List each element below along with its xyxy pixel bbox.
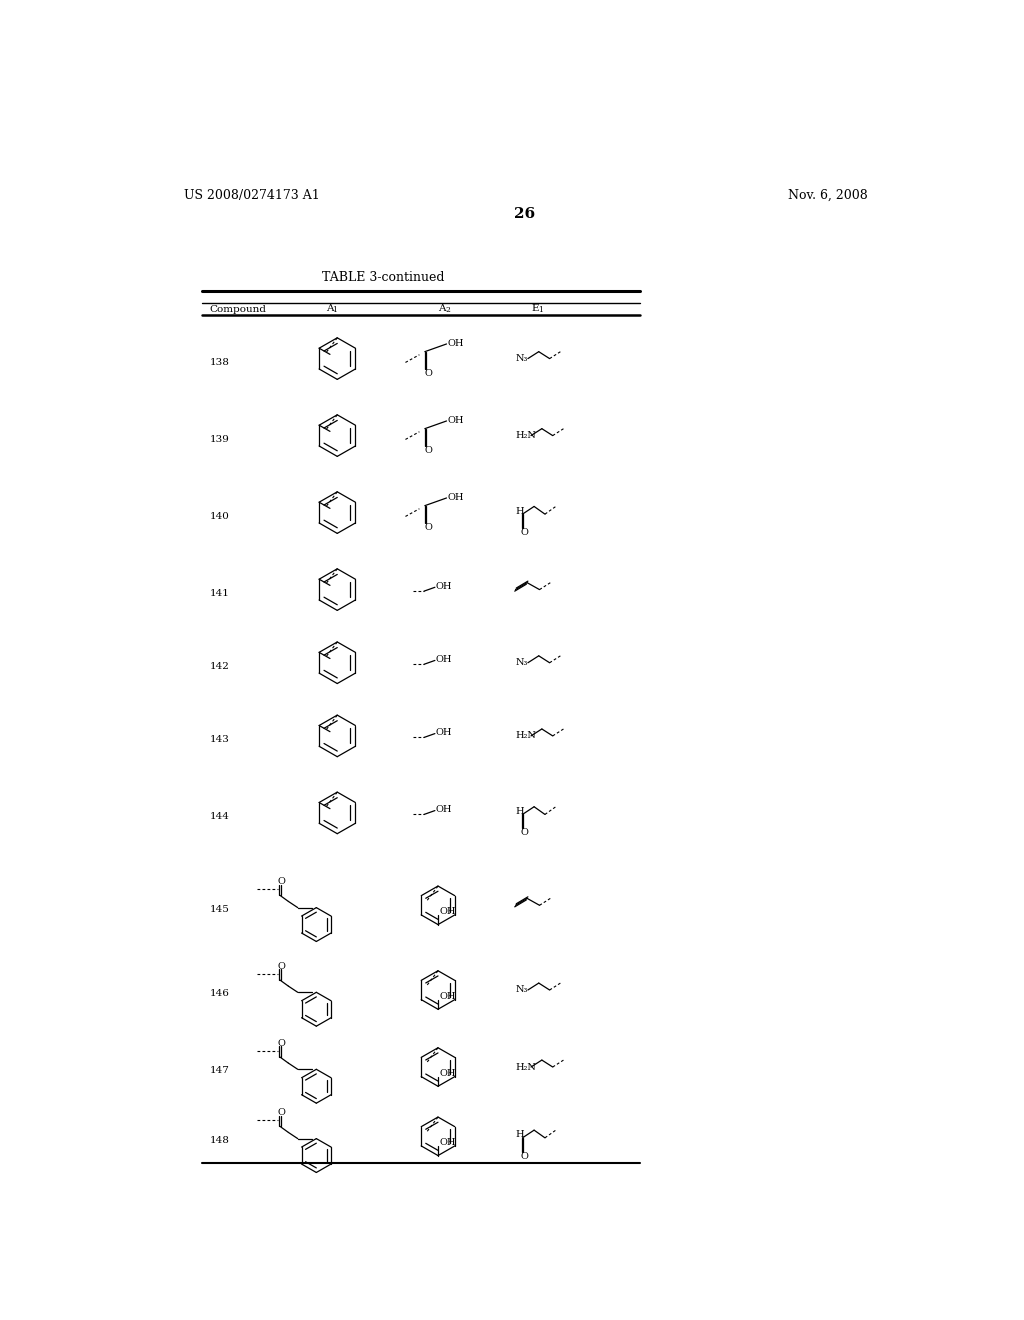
Text: A: A [438,304,445,313]
Text: Nov. 6, 2008: Nov. 6, 2008 [788,189,868,202]
Text: H: H [515,507,524,516]
Text: H: H [515,1130,524,1139]
Text: OH: OH [439,1069,456,1077]
Text: OH: OH [439,907,456,916]
Text: O: O [278,876,286,886]
Text: 1: 1 [333,306,338,314]
Text: 146: 146 [209,990,229,998]
Text: US 2008/0274173 A1: US 2008/0274173 A1 [183,189,319,202]
Text: N₃: N₃ [515,354,528,363]
Text: O: O [278,1039,286,1048]
Text: 141: 141 [209,589,229,598]
Text: 2: 2 [445,306,450,314]
Text: 1: 1 [538,306,543,314]
Text: H₂N: H₂N [515,1063,537,1072]
Text: 142: 142 [209,663,229,671]
Text: OH: OH [435,582,453,591]
Text: O: O [521,1152,528,1160]
Text: OH: OH [447,492,464,502]
Text: E: E [531,304,539,313]
Text: OH: OH [439,991,456,1001]
Text: N₃: N₃ [515,986,528,994]
Text: H: H [515,807,524,816]
Text: O: O [424,446,432,454]
Text: Compound: Compound [209,305,266,314]
Text: 139: 139 [209,436,229,444]
Text: O: O [424,368,432,378]
Text: 143: 143 [209,735,229,744]
Text: 140: 140 [209,512,229,521]
Text: 147: 147 [209,1067,229,1076]
Text: OH: OH [435,655,453,664]
Text: O: O [521,829,528,837]
Text: O: O [278,962,286,970]
Text: OH: OH [447,339,464,347]
Text: OH: OH [435,729,453,738]
Text: O: O [521,528,528,537]
Text: TABLE 3-continued: TABLE 3-continued [323,271,445,284]
Text: OH: OH [435,805,453,814]
Text: 26: 26 [514,207,536,220]
Text: O: O [278,1107,286,1117]
Text: 144: 144 [209,812,229,821]
Text: A: A [326,304,333,313]
Text: 148: 148 [209,1135,229,1144]
Text: 145: 145 [209,904,229,913]
Text: O: O [424,523,432,532]
Text: H₂N: H₂N [515,731,537,741]
Text: OH: OH [447,416,464,425]
Text: N₃: N₃ [515,659,528,667]
Text: OH: OH [439,1138,456,1147]
Text: 138: 138 [209,358,229,367]
Text: H₂N: H₂N [515,432,537,440]
